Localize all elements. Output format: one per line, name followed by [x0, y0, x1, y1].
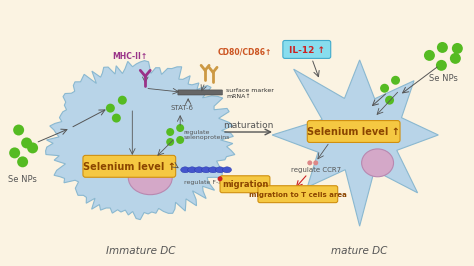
- Circle shape: [17, 156, 28, 167]
- Text: mature DC: mature DC: [331, 246, 388, 256]
- Circle shape: [176, 136, 184, 144]
- Circle shape: [27, 143, 38, 153]
- Circle shape: [380, 84, 389, 93]
- Circle shape: [385, 96, 394, 105]
- Ellipse shape: [181, 167, 190, 173]
- Circle shape: [118, 96, 127, 105]
- Polygon shape: [272, 60, 438, 226]
- FancyBboxPatch shape: [220, 176, 270, 193]
- Circle shape: [450, 53, 461, 64]
- Ellipse shape: [195, 167, 204, 173]
- Ellipse shape: [216, 167, 225, 173]
- Circle shape: [452, 43, 463, 54]
- Text: regulate
selenoproteins: regulate selenoproteins: [183, 130, 229, 140]
- Circle shape: [112, 114, 121, 123]
- Text: regulate CCR7: regulate CCR7: [291, 167, 341, 173]
- Circle shape: [391, 76, 400, 85]
- Text: Se NPs: Se NPs: [429, 74, 458, 83]
- Circle shape: [313, 160, 318, 165]
- Polygon shape: [46, 61, 235, 220]
- Circle shape: [436, 60, 447, 71]
- Circle shape: [166, 128, 174, 136]
- Text: migration to T cells area: migration to T cells area: [249, 192, 346, 198]
- Circle shape: [424, 50, 435, 61]
- Circle shape: [437, 42, 448, 53]
- FancyBboxPatch shape: [258, 186, 337, 203]
- Text: maturation: maturation: [223, 120, 273, 130]
- Circle shape: [166, 138, 174, 146]
- Ellipse shape: [209, 167, 218, 173]
- Circle shape: [106, 104, 115, 113]
- FancyBboxPatch shape: [307, 120, 400, 143]
- Ellipse shape: [222, 167, 231, 173]
- Circle shape: [9, 147, 20, 158]
- Text: migration: migration: [222, 180, 268, 189]
- Text: Se NPs: Se NPs: [8, 175, 37, 184]
- Ellipse shape: [201, 167, 210, 173]
- Text: IL-12 ↑: IL-12 ↑: [289, 46, 325, 55]
- Text: Selenium level ↑: Selenium level ↑: [83, 162, 176, 172]
- Text: STAT-6: STAT-6: [170, 105, 193, 111]
- Ellipse shape: [188, 167, 197, 173]
- Text: MHC-II↑: MHC-II↑: [112, 52, 147, 61]
- FancyBboxPatch shape: [178, 90, 222, 95]
- Text: Selenium level ↑: Selenium level ↑: [307, 127, 400, 137]
- Ellipse shape: [128, 161, 172, 195]
- Text: Immature DC: Immature DC: [106, 246, 175, 256]
- Circle shape: [176, 124, 184, 132]
- Circle shape: [218, 176, 222, 181]
- Circle shape: [13, 124, 24, 135]
- FancyBboxPatch shape: [83, 155, 176, 177]
- Text: regulate F-actin: regulate F-actin: [184, 180, 234, 185]
- Circle shape: [21, 138, 32, 148]
- FancyBboxPatch shape: [283, 40, 331, 59]
- Ellipse shape: [362, 149, 393, 177]
- Text: CD80/CD86↑: CD80/CD86↑: [218, 48, 273, 57]
- Text: surface marker
mRNA↑: surface marker mRNA↑: [226, 88, 274, 99]
- Circle shape: [307, 160, 312, 165]
